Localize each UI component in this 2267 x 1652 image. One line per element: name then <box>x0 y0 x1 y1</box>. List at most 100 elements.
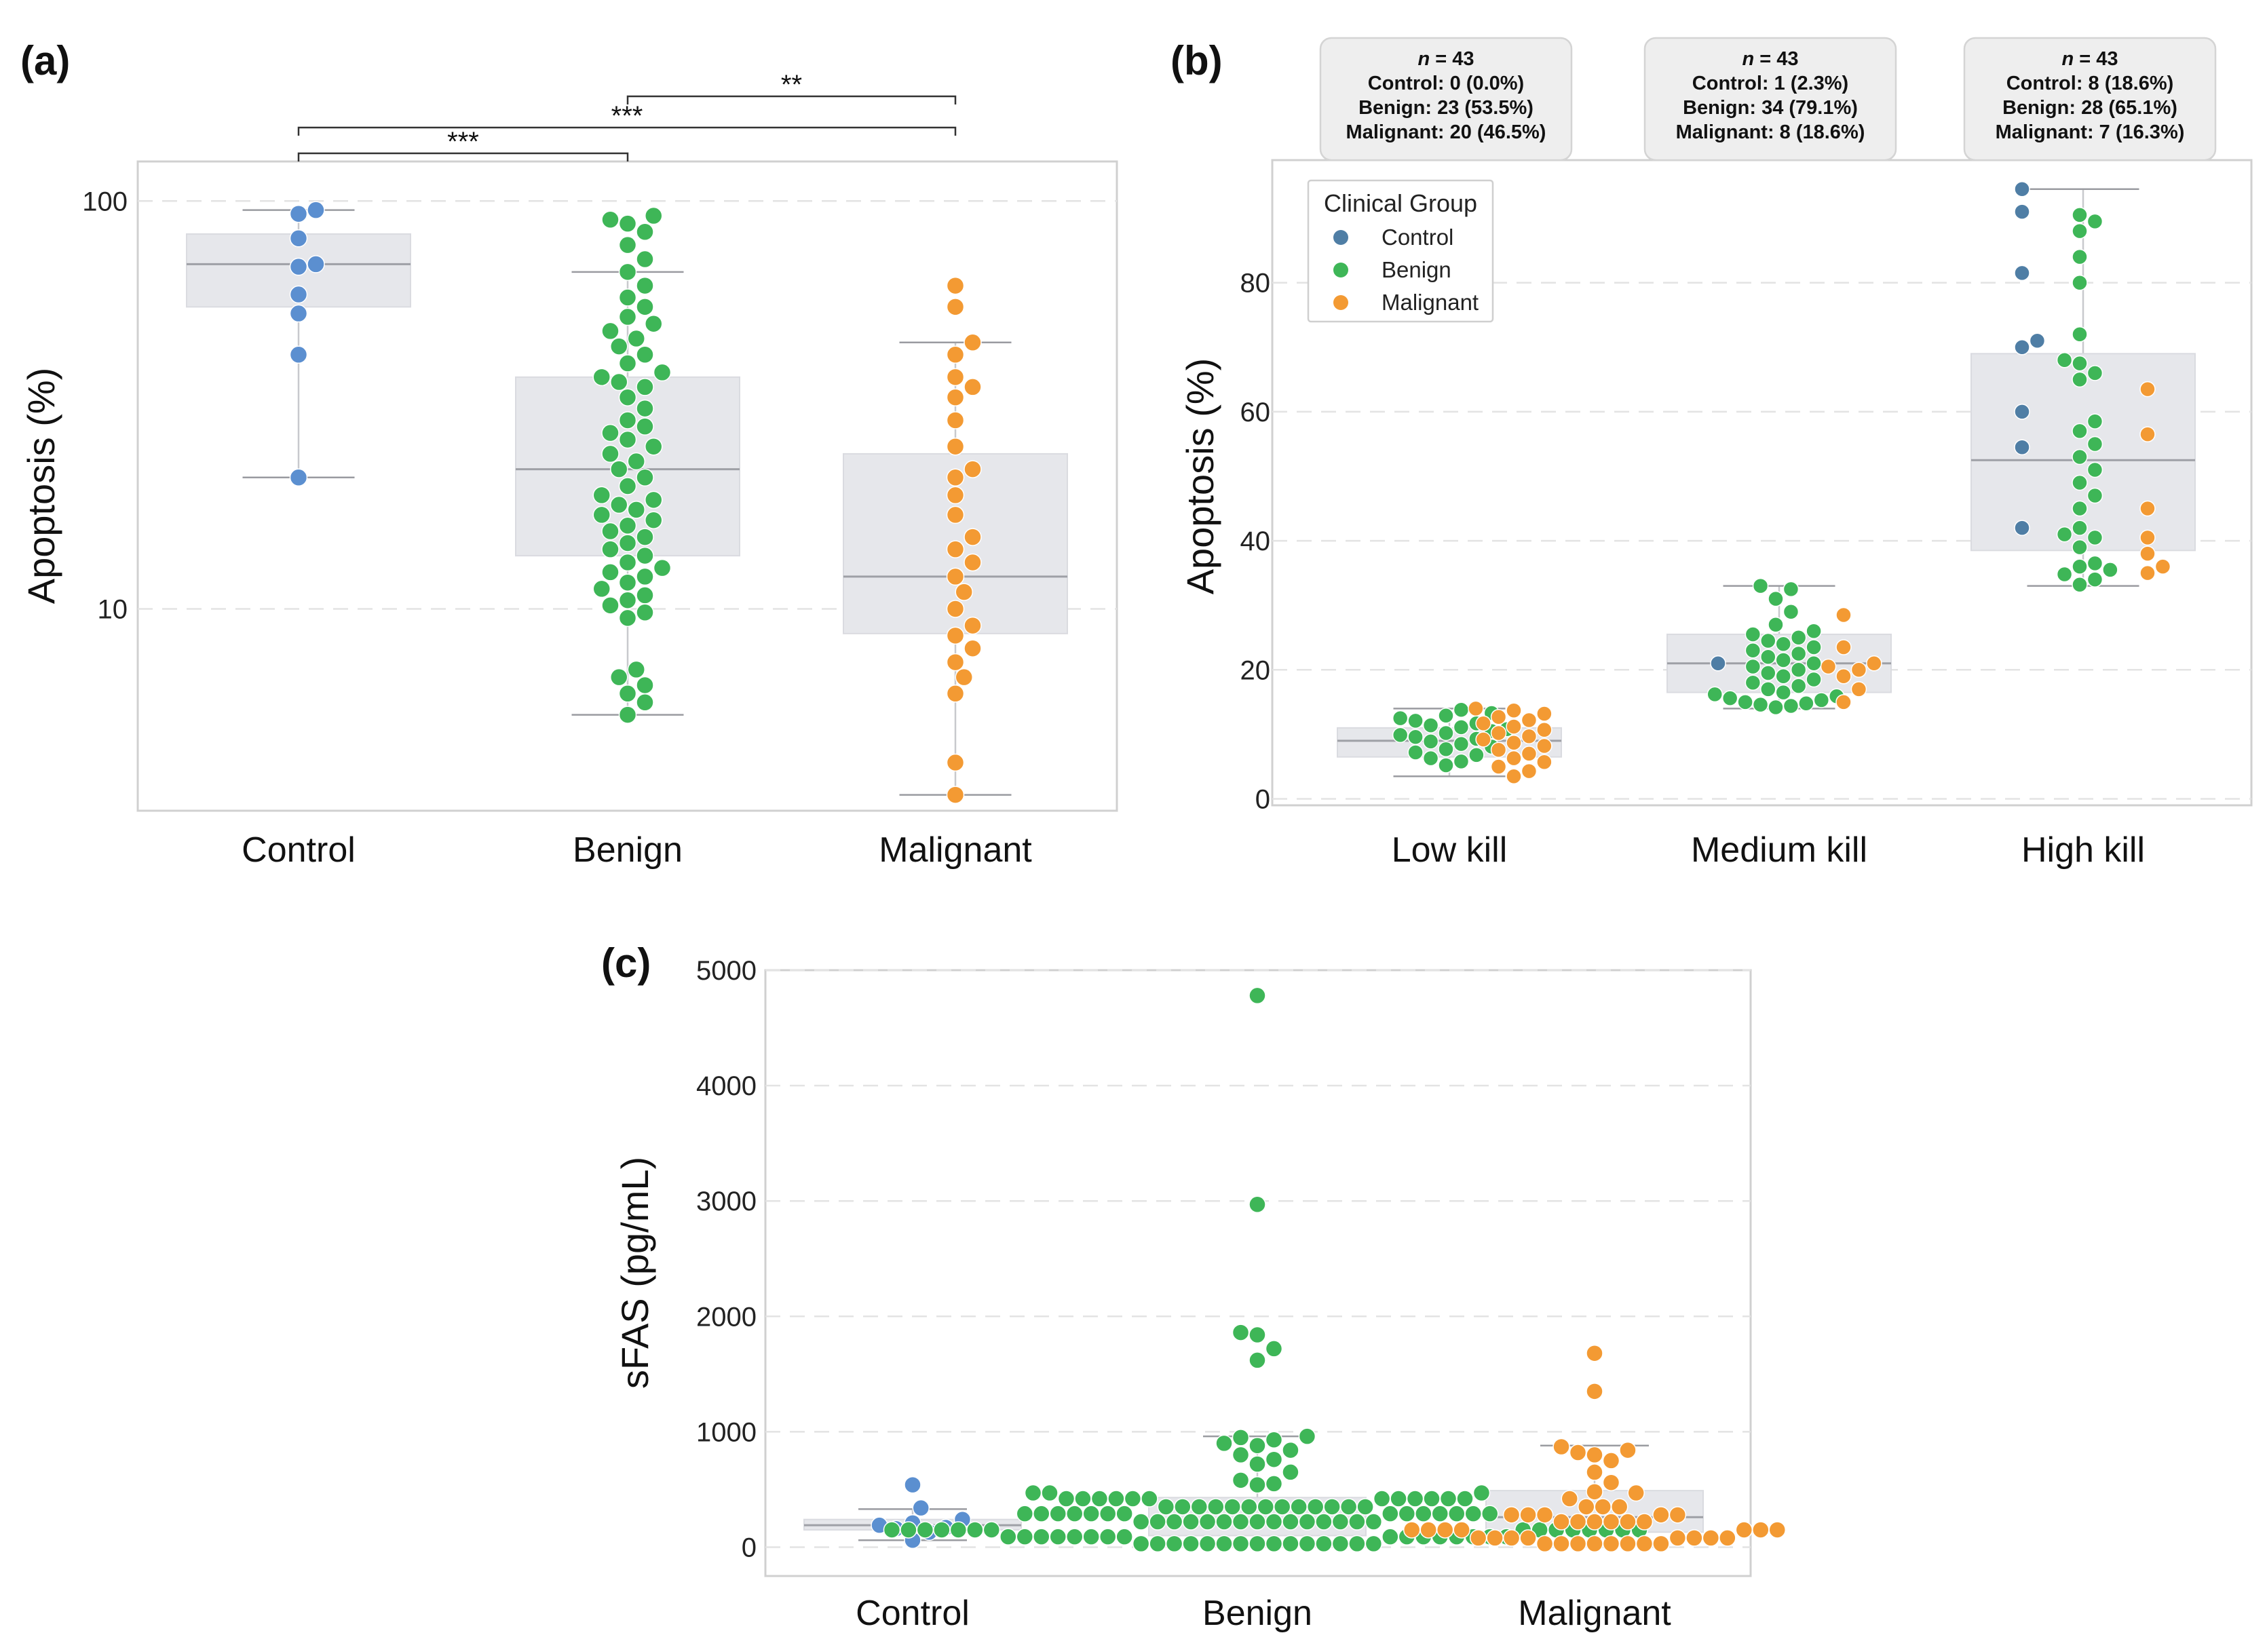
point-benign <box>1390 1490 1407 1507</box>
panel-label: (c) <box>601 940 651 986</box>
x-category-label: Medium kill <box>1691 830 1867 870</box>
significance-bracket <box>626 95 957 104</box>
x-category-label: Benign <box>1202 1594 1312 1633</box>
point-malignant <box>2139 500 2156 517</box>
point-malignant <box>946 345 965 364</box>
point-benign <box>601 322 620 341</box>
point-malignant <box>964 616 982 635</box>
point-benign <box>1438 757 1454 773</box>
y-tick-label: 10 <box>98 594 128 624</box>
point-control <box>289 304 308 323</box>
annotation-box <box>1319 37 1573 161</box>
point-benign <box>2087 213 2103 230</box>
legend-title: Clinical Group <box>1324 189 1477 217</box>
point-benign <box>1090 1490 1109 1507</box>
point-malignant <box>1669 1506 1687 1524</box>
point-benign <box>592 505 611 524</box>
point-benign <box>636 546 654 565</box>
point-malignant <box>1403 1521 1421 1539</box>
point-benign <box>1431 1505 1449 1522</box>
point-control <box>2014 204 2030 220</box>
point-control <box>289 204 308 223</box>
point-benign <box>1468 747 1485 763</box>
point-benign <box>1407 744 1424 761</box>
point-benign <box>592 486 611 505</box>
point-benign <box>601 210 620 229</box>
point-benign <box>1257 1498 1274 1516</box>
point-benign <box>2087 529 2103 546</box>
point-benign <box>601 540 620 558</box>
point-benign <box>2072 223 2088 239</box>
point-benign <box>2072 248 2088 265</box>
point-malignant <box>1602 1474 1620 1491</box>
point-control <box>2014 265 2030 282</box>
point-benign <box>1265 1431 1283 1449</box>
point-benign <box>618 685 637 703</box>
y-axis-label: Apoptosis (%) <box>20 368 62 604</box>
point-benign <box>636 468 654 487</box>
point-benign <box>618 534 637 552</box>
point-benign <box>1249 1476 1266 1494</box>
annotation-line: Benign: 34 (79.1%) <box>1683 97 1858 119</box>
point-benign <box>1065 1505 1084 1522</box>
point-benign <box>2087 487 2103 504</box>
point-benign <box>1107 1490 1125 1507</box>
point-benign <box>1057 1490 1075 1507</box>
annotation-n-value: = 43 <box>1435 48 1474 70</box>
point-benign <box>645 206 663 225</box>
point-benign <box>618 411 637 429</box>
point-benign <box>1398 1505 1416 1522</box>
point-benign <box>1149 1513 1166 1531</box>
annotation-n-symbol: n <box>1418 48 1430 70</box>
annotation-line: Benign: 23 (53.5%) <box>1358 97 1533 119</box>
point-malignant <box>946 298 965 316</box>
point-benign <box>1041 1484 1059 1502</box>
point-malignant <box>1502 1506 1521 1524</box>
point-malignant <box>2139 564 2156 581</box>
point-benign <box>618 573 637 592</box>
point-benign <box>1223 1498 1242 1516</box>
point-benign <box>610 372 628 391</box>
point-benign <box>2087 436 2103 453</box>
point-malignant <box>1536 1506 1554 1524</box>
point-benign <box>1273 1498 1291 1516</box>
point-benign <box>1373 1490 1391 1507</box>
point-benign <box>1232 1324 1250 1341</box>
point-benign <box>1265 1451 1283 1468</box>
point-benign <box>1298 1535 1316 1553</box>
significance-label: *** <box>447 127 479 157</box>
legend-entry: Malignant <box>1382 290 1479 315</box>
point-malignant <box>964 333 982 352</box>
point-malignant <box>1850 681 1867 697</box>
point-malignant <box>1475 715 1491 731</box>
point-benign <box>645 437 663 456</box>
point-benign <box>1438 708 1454 724</box>
point-malignant <box>1719 1529 1736 1547</box>
point-benign <box>1760 681 1776 697</box>
point-malignant <box>1752 1521 1770 1539</box>
annotation-box <box>1963 37 2217 161</box>
point-benign <box>2056 352 2073 368</box>
point-benign <box>2072 474 2088 491</box>
point-benign <box>592 368 611 387</box>
point-benign <box>2087 555 2103 572</box>
y-axis-label: Apoptosis (%) <box>1179 358 1221 595</box>
point-benign <box>1752 577 1769 594</box>
point-benign <box>1760 665 1776 681</box>
point-benign <box>1198 1535 1217 1553</box>
point-malignant <box>946 368 965 387</box>
point-benign <box>2072 500 2088 517</box>
point-malignant <box>1835 639 1852 655</box>
point-benign <box>627 452 645 471</box>
point-benign <box>1049 1528 1067 1545</box>
point-benign <box>1124 1490 1142 1507</box>
point-benign <box>1392 727 1409 744</box>
point-malignant <box>1735 1521 1753 1539</box>
point-malignant <box>1486 1529 1504 1547</box>
point-benign <box>636 603 654 622</box>
point-malignant <box>946 468 965 487</box>
point-benign <box>2087 413 2103 429</box>
point-benign <box>1174 1498 1192 1516</box>
point-benign <box>1323 1498 1341 1516</box>
point-malignant <box>964 639 982 657</box>
